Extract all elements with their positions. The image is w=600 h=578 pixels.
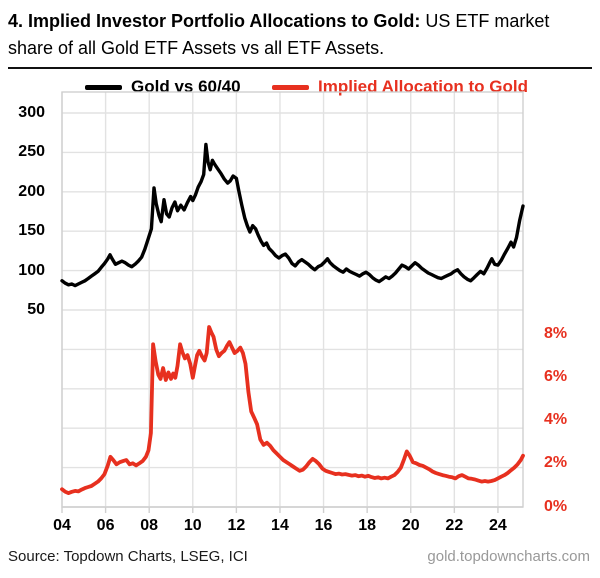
chart-legend: Gold vs 60/40 Implied Allocation to Gold	[0, 77, 600, 99]
legend-label: Gold vs 60/40	[131, 77, 241, 96]
x-axis-tick-label: 08	[140, 517, 159, 534]
legend-item-gold-vs-6040: Gold vs 60/40	[85, 77, 241, 97]
x-axis-tick-label: 24	[489, 517, 507, 534]
series-line-gold-vs-6040	[60, 142, 525, 288]
x-axis-tick-label: 16	[314, 517, 333, 534]
x-axis-tick-label: 12	[227, 517, 246, 534]
plot-border	[61, 91, 524, 508]
x-axis-tick-label: 18	[358, 517, 377, 534]
legend-line-swatch-black	[85, 84, 122, 90]
chart-title: 4. Implied Investor Portfolio Allocation…	[0, 0, 600, 62]
y-axis-left-tick-label: 150	[18, 222, 45, 240]
chart-title-bold: 4. Implied Investor Portfolio Allocation…	[8, 11, 421, 31]
title-rule	[8, 67, 592, 69]
x-axis-tick-label: 04	[53, 517, 71, 534]
x-axis-tick-label: 22	[445, 517, 464, 534]
x-axis-tick-label: 14	[271, 517, 289, 534]
y-axis-left-tick-label: 100	[18, 261, 45, 279]
y-axis-right-tick-label: 4%	[544, 411, 568, 428]
legend-line-swatch-red	[272, 84, 309, 90]
legend-label: Implied Allocation to Gold	[318, 77, 528, 96]
y-axis-right-tick-label: 0%	[544, 497, 568, 515]
website-text: gold.topdowncharts.com	[427, 548, 590, 565]
chart-title-rest: US ETF market share of all Gold ETF Asse…	[8, 11, 550, 58]
x-axis-tick-label: 10	[183, 517, 202, 534]
y-axis-right-tick-label: 8%	[544, 324, 568, 342]
y-axis-right-tick-label: 2%	[544, 454, 568, 472]
x-axis-tick-label: 20	[401, 517, 420, 534]
y-axis-left-tick-label: 250	[18, 143, 45, 161]
y-axis-right-tick-label: 6%	[544, 367, 568, 385]
y-axis-left-tick-label: 300	[18, 104, 45, 121]
x-axis-tick-label: 06	[96, 517, 115, 534]
y-axis-left-tick-label: 200	[18, 182, 45, 200]
y-axis-left-tick-label: 50	[27, 301, 45, 318]
source-text: Source: Topdown Charts, LSEG, ICI	[8, 548, 248, 565]
series-line-implied-allocation	[60, 325, 525, 495]
legend-item-implied-allocation: Implied Allocation to Gold	[272, 77, 528, 97]
